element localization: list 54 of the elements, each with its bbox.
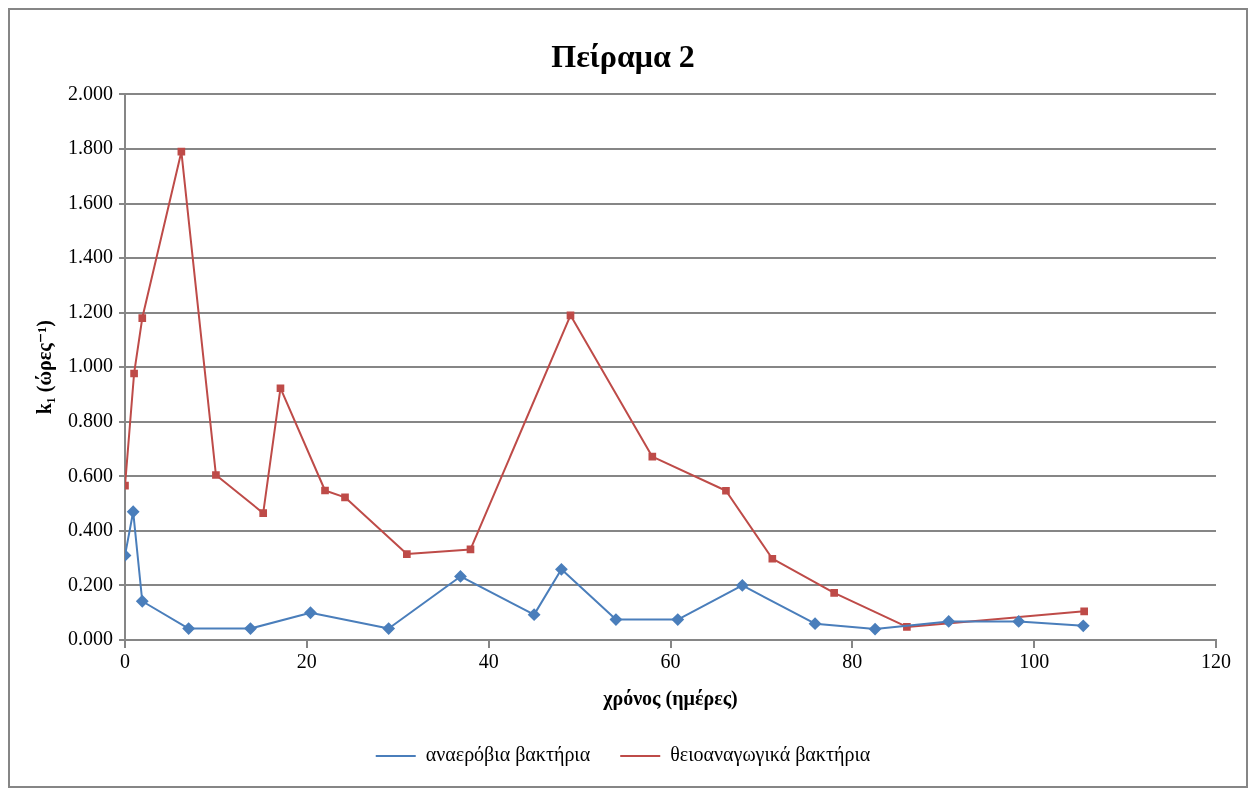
point — [454, 570, 467, 583]
x-tick-label: 40 — [478, 650, 499, 673]
legend-label: θειοαναγωγικά βακτήρια — [670, 743, 871, 767]
y-tick-label: 0.400 — [68, 518, 113, 541]
point — [182, 622, 195, 635]
point — [809, 617, 822, 630]
point — [276, 384, 285, 393]
point — [177, 147, 186, 156]
point — [136, 595, 149, 608]
point — [671, 613, 684, 626]
point — [1012, 615, 1025, 628]
point — [403, 550, 411, 558]
x-tick-label: 100 — [1019, 650, 1050, 673]
point — [138, 314, 147, 322]
point — [1077, 619, 1090, 632]
point — [212, 471, 220, 479]
point — [341, 493, 349, 502]
y-tick-label: 0.800 — [68, 409, 113, 432]
point — [304, 606, 317, 619]
point — [1080, 607, 1088, 616]
point — [555, 563, 568, 576]
point — [830, 588, 838, 597]
chart-title: Πείραμα 2 — [551, 38, 695, 75]
point — [382, 622, 395, 635]
y-tick-label: 1.000 — [68, 354, 113, 377]
x-tick-label: 120 — [1201, 650, 1231, 673]
y-tick-label: 0.600 — [68, 463, 113, 486]
y-tick-label: 1.600 — [68, 190, 113, 213]
y-tick-label: 1.400 — [68, 245, 113, 268]
y-tick-label: 2.000 — [68, 81, 113, 104]
y-tick-label: 1.800 — [68, 136, 113, 159]
point — [321, 486, 329, 495]
point — [768, 554, 777, 563]
point — [736, 579, 749, 592]
y-axis-title: k₁ (ώρες⁻¹) — [33, 320, 57, 415]
point — [130, 369, 138, 378]
x-tick-label: 0 — [120, 650, 130, 673]
x-tick-label: 80 — [842, 650, 863, 673]
point — [528, 608, 541, 621]
point — [722, 486, 730, 495]
y-tick-label: 1.200 — [68, 299, 113, 322]
point — [648, 452, 657, 461]
y-tick-label: 0.200 — [68, 572, 113, 595]
x-tick-label: 60 — [660, 650, 681, 673]
legend-label: αναερόβια βακτήρια — [425, 743, 591, 767]
point — [244, 622, 257, 635]
x-axis-title: χρόνος (ημέρες) — [602, 687, 738, 711]
point — [609, 613, 622, 626]
point — [942, 615, 955, 628]
point — [869, 623, 882, 636]
x-tick-label: 20 — [296, 650, 317, 673]
point — [127, 505, 140, 518]
point — [259, 509, 268, 517]
y-tick-label: 0.000 — [68, 627, 113, 650]
